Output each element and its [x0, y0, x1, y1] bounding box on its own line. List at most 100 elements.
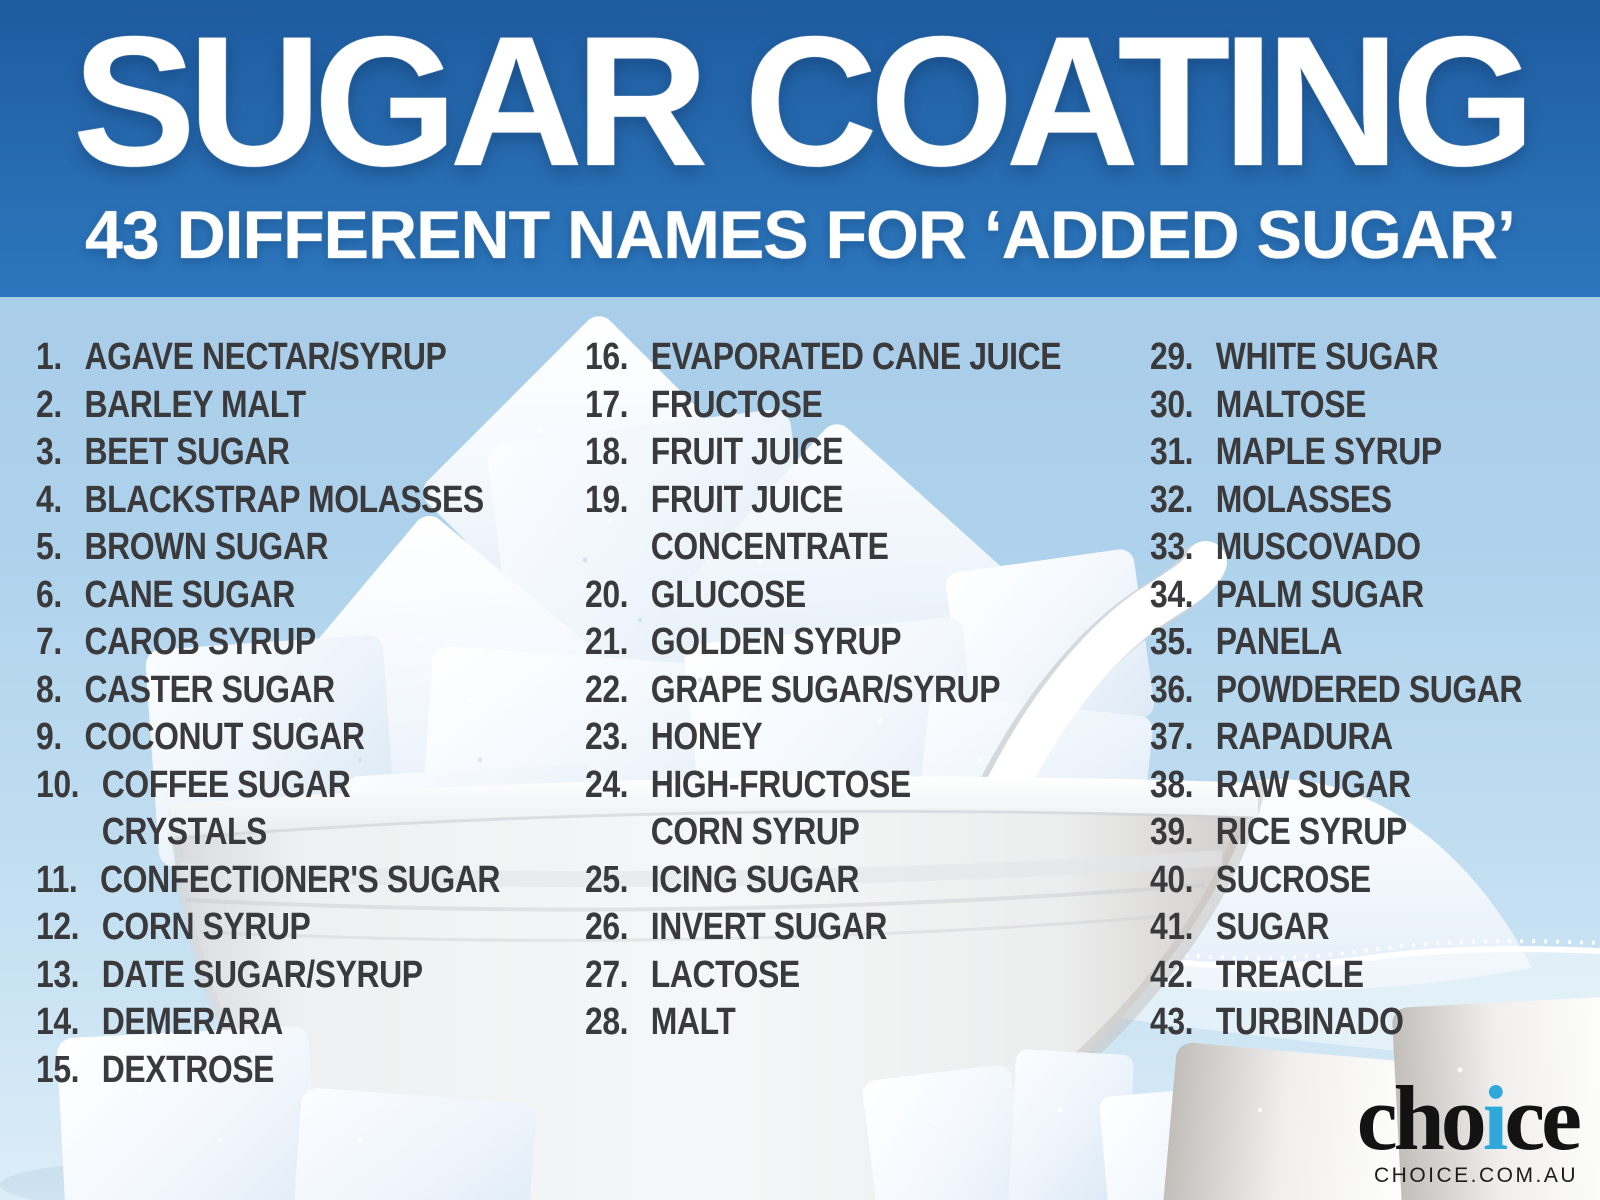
item-number: 40. — [1150, 858, 1194, 901]
item-label: TREACLE — [1215, 953, 1364, 996]
item-label: BLACKSTRAP MOLASSES — [84, 478, 484, 521]
list-item: 23. HONEY — [585, 714, 1127, 762]
item-number: 3. — [36, 431, 62, 473]
choice-logo-wordmark: choice — [1357, 1072, 1582, 1164]
poster-subtitle: 43 DIFFERENT NAMES FOR ‘ADDED SUGAR’ — [85, 197, 1516, 273]
item-number: 5. — [36, 526, 62, 568]
list-item: 13. DATE SUGAR/SYRUP — [36, 952, 578, 1000]
item-label: DEMERARA — [101, 1001, 283, 1043]
list-item: 12. CORN SYRUP — [36, 904, 578, 952]
item-label: EVAPORATED CANE JUICE — [650, 336, 1062, 378]
item-number: 38. — [1150, 763, 1194, 806]
list-item: 5. BROWN SUGAR — [36, 524, 578, 572]
item-number: 2. — [36, 383, 62, 426]
item-label: GLUCOSE — [650, 573, 806, 616]
item-number: 22. — [585, 668, 629, 711]
item-label: GRAPE SUGAR/SYRUP — [650, 668, 1001, 711]
item-number: 25. — [585, 858, 629, 901]
list-item: 38. RAW SUGAR — [1150, 762, 1600, 810]
item-number: 32. — [1150, 478, 1194, 521]
item-label: LACTOSE — [650, 953, 800, 996]
item-label: INVERT SUGAR — [650, 906, 888, 948]
item-label: SUCROSE — [1215, 858, 1371, 901]
list-item: 30. MALTOSE — [1150, 382, 1600, 430]
item-number: 30. — [1150, 383, 1194, 426]
item-number: 24. — [585, 763, 629, 806]
item-label: CAROB SYRUP — [84, 621, 316, 663]
item-number: 18. — [585, 431, 629, 473]
item-label: MUSCOVADO — [1215, 526, 1421, 568]
list-item: 43. TURBINADO — [1150, 999, 1600, 1047]
item-number: 26. — [585, 906, 629, 948]
list-item: 21. GOLDEN SYRUP — [585, 619, 1127, 667]
item-label: MALTOSE — [1215, 383, 1367, 426]
list-item: 15. DEXTROSE — [36, 1047, 578, 1095]
item-label: PALM SUGAR — [1215, 573, 1424, 616]
item-label: POWDERED SUGAR — [1215, 668, 1523, 711]
list-item: 36. POWDERED SUGAR — [1150, 667, 1600, 715]
item-label: RICE SYRUP — [1215, 811, 1407, 853]
list-item: 18. FRUIT JUICE — [585, 429, 1127, 477]
list-item: 4. BLACKSTRAP MOLASSES — [36, 477, 578, 525]
item-number: 19. — [585, 478, 629, 521]
list-item: 32. MOLASSES — [1150, 477, 1600, 525]
item-label: CORN SYRUP — [101, 906, 311, 948]
bowl-rim — [170, 776, 1258, 839]
item-number: 43. — [1150, 1001, 1194, 1043]
list-item: 35. PANELA — [1150, 619, 1600, 667]
item-number: 4. — [36, 478, 62, 521]
item-label: SUGAR — [1215, 906, 1330, 948]
item-number: 33. — [1150, 526, 1194, 568]
choice-logo: choice CHOICE.COM.AU — [1357, 1072, 1582, 1188]
item-label: FRUCTOSE — [650, 383, 823, 426]
spoon-icon — [975, 541, 1227, 818]
item-label: MAPLE SYRUP — [1215, 431, 1442, 473]
list-item: 24. HIGH-FRUCTOSE CORN SYRUP — [585, 762, 1127, 857]
item-number: 34. — [1150, 573, 1194, 616]
item-label: CONFECTIONER'S SUGAR — [100, 858, 501, 901]
item-label: BROWN SUGAR — [84, 526, 329, 568]
item-number: 12. — [36, 906, 80, 948]
item-number: 23. — [585, 716, 629, 758]
item-number: 13. — [36, 953, 80, 996]
item-number: 41. — [1150, 906, 1194, 948]
list-item: 28. MALT — [585, 999, 1127, 1047]
item-number: 16. — [585, 336, 629, 378]
item-number: 21. — [585, 621, 629, 663]
choice-website-url: CHOICE.COM.AU — [1373, 1164, 1578, 1187]
poster-title: SUGAR COATING — [72, 0, 1536, 205]
list-item: 27. LACTOSE — [585, 952, 1127, 1000]
list-item: 8. CASTER SUGAR — [36, 667, 578, 715]
list-item: 16. EVAPORATED CANE JUICE — [585, 334, 1127, 382]
logo-text-cho: cho — [1356, 1067, 1487, 1170]
list-item: 41. SUGAR — [1150, 904, 1600, 952]
item-number: 20. — [585, 573, 629, 616]
item-label: AGAVE NECTAR/SYRUP — [84, 336, 447, 378]
item-label: CASTER SUGAR — [84, 668, 335, 711]
list-item: 19. FRUIT JUICE CONCENTRATE — [585, 477, 1127, 572]
item-number: 39. — [1150, 811, 1194, 853]
list-item: 2. BARLEY MALT — [36, 382, 578, 430]
list-item: 29. WHITE SUGAR — [1150, 334, 1600, 382]
list-item: 17. FRUCTOSE — [585, 382, 1127, 430]
item-label: BARLEY MALT — [84, 383, 306, 426]
list-item: 39. RICE SYRUP — [1150, 809, 1600, 857]
item-label: WHITE SUGAR — [1215, 336, 1439, 378]
item-label: ICING SUGAR — [650, 858, 860, 901]
list-column-1: 1. AGAVE NECTAR/SYRUP 2. BARLEY MALT 3. BEET … — [36, 334, 578, 1094]
item-number: 17. — [585, 383, 629, 426]
item-label: COCONUT SUGAR — [84, 716, 365, 758]
item-number: 1. — [36, 336, 62, 378]
list-item: 25. ICING SUGAR — [585, 857, 1127, 905]
item-label: COFFEE SUGAR CRYSTALS — [101, 763, 351, 854]
item-number: 7. — [36, 621, 62, 663]
list-item: 34. PALM SUGAR — [1150, 572, 1600, 620]
item-label: FRUIT JUICE — [650, 431, 844, 473]
item-number: 14. — [36, 1001, 80, 1043]
item-label: MOLASSES — [1215, 478, 1392, 521]
logo-text-i: i — [1482, 1067, 1508, 1170]
list-item: 7. CAROB SYRUP — [36, 619, 578, 667]
